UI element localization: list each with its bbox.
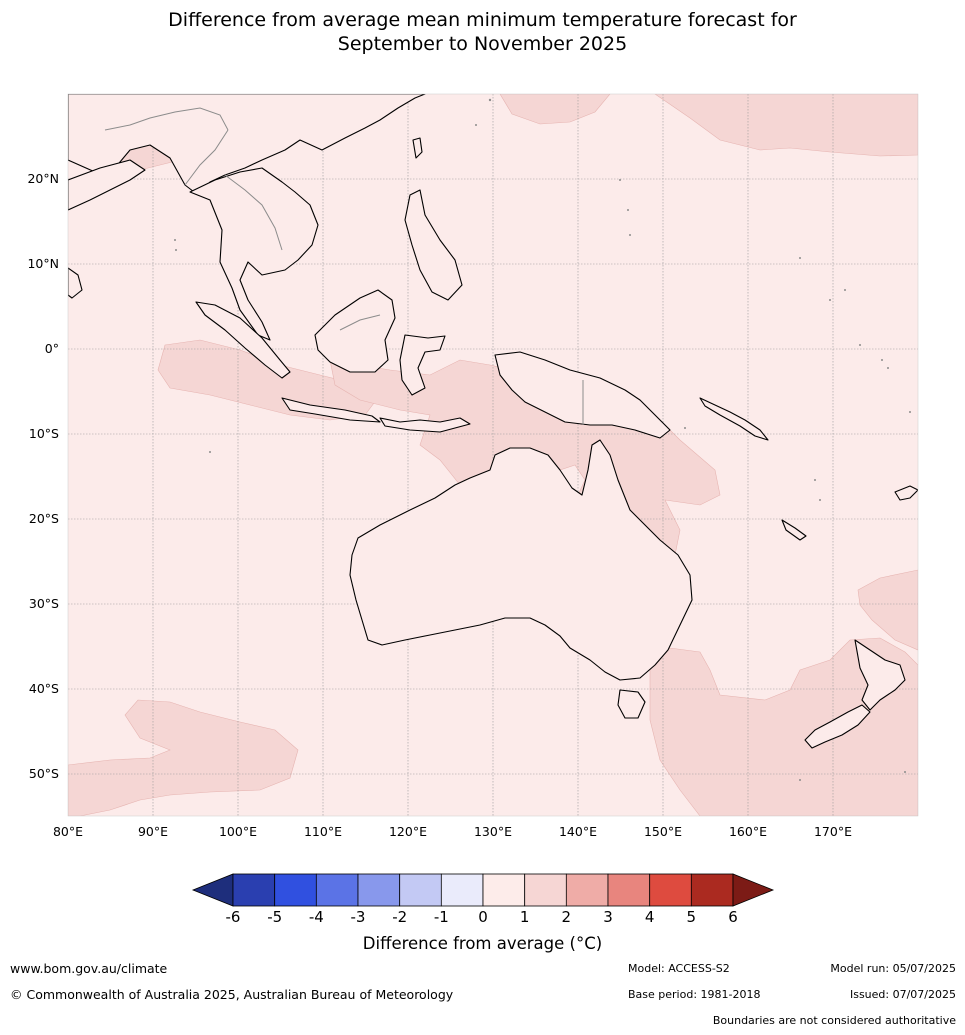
- colorbar-title: Difference from average (°C): [362, 934, 603, 953]
- anomaly-region-east-pacific: [857, 569, 918, 651]
- border-indochina: [224, 174, 283, 251]
- coastline-sumatra: [195, 301, 291, 379]
- coastline-solomons: [699, 397, 769, 441]
- lon-label: 120°E: [389, 824, 427, 839]
- lon-label: 100°E: [219, 824, 257, 839]
- lat-label: 50°S: [29, 766, 59, 781]
- map-title: Difference from average mean minimum tem…: [0, 8, 965, 56]
- website-link[interactable]: www.bom.gov.au/climate: [10, 961, 168, 976]
- anomaly-region-north-center: [499, 94, 611, 125]
- lon-label: 90°E: [138, 824, 168, 839]
- pacific-islands: [174, 98, 911, 781]
- colorbar-tick-label: -2: [392, 908, 407, 926]
- coastline-taiwan: [412, 137, 423, 159]
- longitude-labels: 80°E 90°E 100°E 110°E 120°E 130°E 140°E …: [53, 824, 852, 839]
- colorbar-swatch: [399, 873, 442, 907]
- coastline-new-caledonia: [781, 519, 807, 541]
- colorbar-swatch: [274, 873, 317, 907]
- lat-label: 20°N: [27, 171, 59, 186]
- coastline-philippines: [404, 189, 463, 301]
- coastline-nz-south-island: [804, 704, 871, 749]
- colorbar-swatch: [565, 873, 609, 907]
- colorbar-swatch: [649, 873, 692, 907]
- lon-label: 110°E: [304, 824, 342, 839]
- colorbar-extend-high: [732, 873, 775, 907]
- lon-label: 170°E: [814, 824, 852, 839]
- border-asia-1: [104, 107, 229, 131]
- border-borneo: [339, 314, 381, 331]
- lat-label: 40°S: [29, 681, 59, 696]
- model-label: Model: ACCESS-S2: [628, 962, 730, 975]
- coastline-sulawesi: [399, 334, 446, 396]
- colorbar-tick-label: 6: [728, 908, 738, 926]
- coastline-tasmania: [617, 689, 646, 719]
- lon-label: 160°E: [729, 824, 767, 839]
- model-run-label: Model run: 05/07/2025: [830, 962, 956, 975]
- lat-label: 0°: [45, 341, 59, 356]
- colorbar-swatch: [690, 873, 734, 907]
- coastline-australia: [349, 439, 693, 681]
- border-asia-2: [184, 129, 229, 186]
- coastline-fiji: [894, 485, 918, 501]
- coastline-lesser-sundas: [379, 417, 471, 433]
- coastline-nz-north-island: [854, 639, 906, 711]
- coastline-india-south: [68, 159, 146, 211]
- colorbar: [191, 873, 775, 907]
- colorbar-tick-label: 3: [603, 908, 613, 926]
- boundaries-disclaimer: Boundaries are not considered authoritat…: [712, 1014, 956, 1027]
- lat-label: 10°S: [29, 426, 59, 441]
- colorbar-swatch: [482, 873, 526, 907]
- issued-label: Issued: 07/07/2025: [849, 988, 956, 1001]
- coastline-mainland-asia: [68, 94, 426, 196]
- colorbar-swatch: [607, 873, 651, 907]
- lat-label: 10°N: [27, 256, 59, 271]
- coastline-sri-lanka: [68, 267, 83, 299]
- map-frame: [67, 93, 919, 817]
- lat-label: 20°S: [29, 511, 59, 526]
- lon-label: 80°E: [53, 824, 83, 839]
- coastline-java: [281, 397, 381, 423]
- colorbar-swatch: [357, 873, 401, 907]
- coastline-indochina-malay: [189, 167, 319, 341]
- copyright-text: © Commonwealth of Australia 2025, Austra…: [10, 987, 454, 1002]
- colorbar-tick-label: 4: [645, 908, 655, 926]
- colorbar-tick-label: 0: [478, 908, 488, 926]
- colorbar-ticks: -6 -5 -4 -3 -2 -1 0 1 2 3 4 5 6: [226, 908, 738, 926]
- lon-label: 150°E: [644, 824, 682, 839]
- latitude-labels: 20°N 10°N 0° 10°S 20°S 30°S 40°S 50°S: [27, 171, 59, 781]
- colorbar-tick-label: -5: [267, 908, 282, 926]
- lon-label: 140°E: [559, 824, 597, 839]
- country-borders: [104, 107, 584, 425]
- colorbar-tick-label: 1: [520, 908, 530, 926]
- colorbar-swatch: [232, 873, 276, 907]
- anomaly-region-north-pacific: [654, 94, 918, 157]
- title-line-1: Difference from average mean minimum tem…: [168, 9, 797, 31]
- lon-label: 130°E: [474, 824, 512, 839]
- colorbar-tick-label: -1: [434, 908, 449, 926]
- anomaly-region-southern-ocean-west: [68, 699, 299, 816]
- colorbar-tick-label: 5: [687, 908, 697, 926]
- colorbar-tick-label: -6: [226, 908, 241, 926]
- colorbar-tick-label: 2: [562, 908, 572, 926]
- colorbar-swatch: [315, 873, 359, 907]
- base-period-label: Base period: 1981-2018: [628, 988, 761, 1001]
- colorbar-swatch: [524, 873, 567, 907]
- anomaly-region-tasman-sea: [649, 637, 918, 816]
- title-line-2: September to November 2025: [337, 33, 628, 55]
- lat-label: 30°S: [29, 596, 59, 611]
- colorbar-extend-low: [191, 873, 234, 907]
- colorbar-tick-label: -4: [309, 908, 324, 926]
- colorbar-swatch: [440, 873, 484, 907]
- coastline-borneo: [314, 289, 396, 373]
- colorbar-tick-label: -3: [351, 908, 366, 926]
